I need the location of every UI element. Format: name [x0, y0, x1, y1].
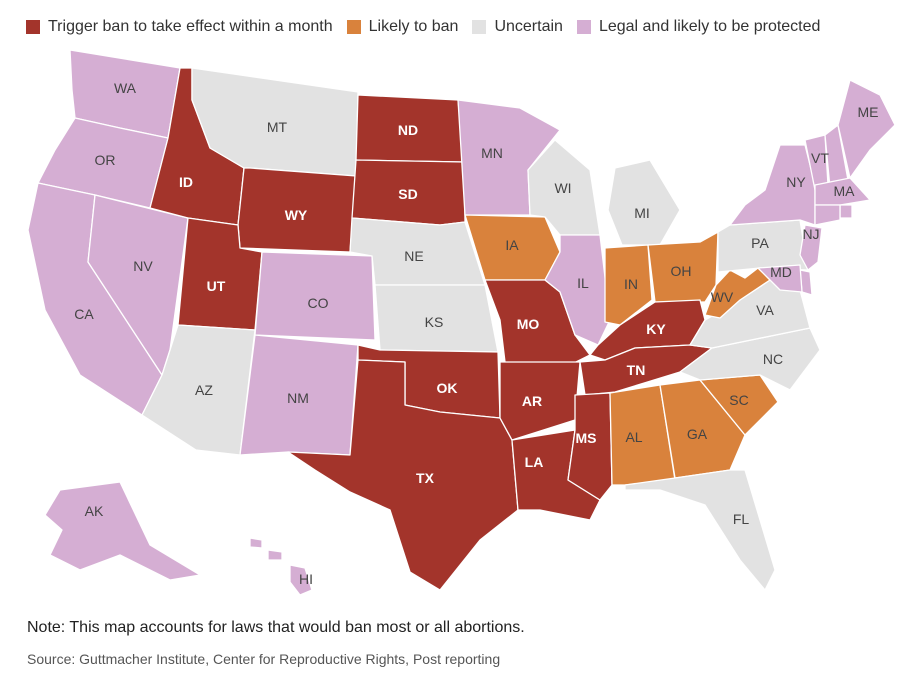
state-label-oh: OH: [671, 263, 692, 279]
map-source: Source: Guttmacher Institute, Center for…: [27, 651, 501, 667]
state-label-mi: MI: [634, 205, 650, 221]
state-me[interactable]: [837, 79, 896, 179]
state-tx[interactable]: [287, 359, 519, 591]
state-label-tx: TX: [416, 470, 435, 486]
state-label-nj: NJ: [802, 226, 819, 242]
state-labels: WA OR CA NV ID MT WY UT AZ CO NM ND SD N…: [74, 80, 878, 587]
state-label-ma: MA: [834, 183, 856, 199]
state-label-nm: NM: [287, 390, 309, 406]
state-fl[interactable]: [624, 469, 776, 591]
state-hi[interactable]: [289, 564, 313, 596]
state-label-ar: AR: [522, 393, 542, 409]
legend-label-likely: Likely to ban: [368, 18, 459, 35]
legend-swatch-legal: [576, 20, 591, 34]
state-label-ok: OK: [437, 380, 458, 396]
state-ri[interactable]: [839, 204, 853, 219]
state-label-id: ID: [179, 174, 193, 190]
legend-item-uncertain: Uncertain: [472, 18, 563, 36]
map-legend: Trigger ban to take effect within a mont…: [26, 18, 834, 36]
state-label-fl: FL: [733, 511, 750, 527]
state-label-al: AL: [625, 429, 642, 445]
state-label-az: AZ: [195, 382, 213, 398]
state-label-ca: CA: [74, 306, 94, 322]
state-mi[interactable]: [607, 159, 681, 246]
legend-swatch-likely: [346, 20, 361, 34]
state-nj[interactable]: [799, 224, 823, 271]
state-label-or: OR: [95, 152, 116, 168]
legend-label-uncertain: Uncertain: [494, 18, 563, 35]
state-label-vt: VT: [811, 150, 829, 166]
legend-swatch-uncertain: [472, 20, 487, 34]
state-label-mo: MO: [517, 316, 540, 332]
state-label-nv: NV: [133, 258, 153, 274]
state-label-wy: WY: [285, 207, 308, 223]
state-label-nc: NC: [763, 351, 783, 367]
state-label-me: ME: [858, 104, 879, 120]
legend-label-legal: Legal and likely to be protected: [598, 18, 821, 35]
state-ms[interactable]: [567, 392, 613, 501]
state-hi-islands-2[interactable]: [267, 549, 283, 561]
state-label-ak: AK: [85, 503, 104, 519]
state-shapes: [27, 49, 896, 596]
state-label-mn: MN: [481, 145, 503, 161]
state-label-va: VA: [756, 302, 774, 318]
legend-item-trigger: Trigger ban to take effect within a mont…: [26, 18, 333, 36]
state-md[interactable]: [757, 264, 803, 293]
state-label-in: IN: [624, 276, 638, 292]
state-label-ut: UT: [207, 278, 226, 294]
state-il[interactable]: [544, 234, 611, 346]
legend-item-likely: Likely to ban: [346, 18, 459, 36]
state-ar[interactable]: [499, 361, 581, 441]
state-ny[interactable]: [729, 144, 816, 226]
state-label-tn: TN: [627, 362, 646, 378]
state-label-ne: NE: [404, 248, 423, 264]
map-note: Note: This map accounts for laws that wo…: [27, 619, 525, 636]
state-label-co: CO: [308, 295, 329, 311]
state-ak[interactable]: [44, 481, 201, 581]
state-ct[interactable]: [814, 204, 841, 226]
state-in[interactable]: [604, 244, 653, 326]
legend-item-legal: Legal and likely to be protected: [576, 18, 821, 36]
state-label-sc: SC: [729, 392, 748, 408]
state-label-wv: WV: [711, 289, 734, 305]
state-label-sd: SD: [398, 186, 417, 202]
state-label-il: IL: [577, 275, 589, 291]
state-label-ia: IA: [505, 237, 519, 253]
state-label-wi: WI: [554, 180, 571, 196]
state-label-ky: KY: [646, 321, 666, 337]
state-label-ga: GA: [687, 426, 708, 442]
legend-label-trigger: Trigger ban to take effect within a mont…: [48, 18, 333, 35]
state-label-ks: KS: [425, 314, 444, 330]
state-ma[interactable]: [814, 177, 871, 206]
state-nc[interactable]: [679, 327, 821, 391]
state-label-ms: MS: [576, 430, 597, 446]
state-co[interactable]: [254, 251, 376, 341]
state-label-la: LA: [525, 454, 544, 470]
state-label-pa: PA: [751, 235, 769, 251]
state-label-hi: HI: [299, 571, 313, 587]
state-hi-islands[interactable]: [249, 537, 263, 549]
state-label-md: MD: [770, 264, 792, 280]
state-label-wa: WA: [114, 80, 137, 96]
state-label-mt: MT: [267, 119, 288, 135]
state-label-ny: NY: [786, 174, 806, 190]
state-ga[interactable]: [659, 379, 746, 479]
state-label-nd: ND: [398, 122, 418, 138]
legend-swatch-trigger: [26, 20, 40, 34]
